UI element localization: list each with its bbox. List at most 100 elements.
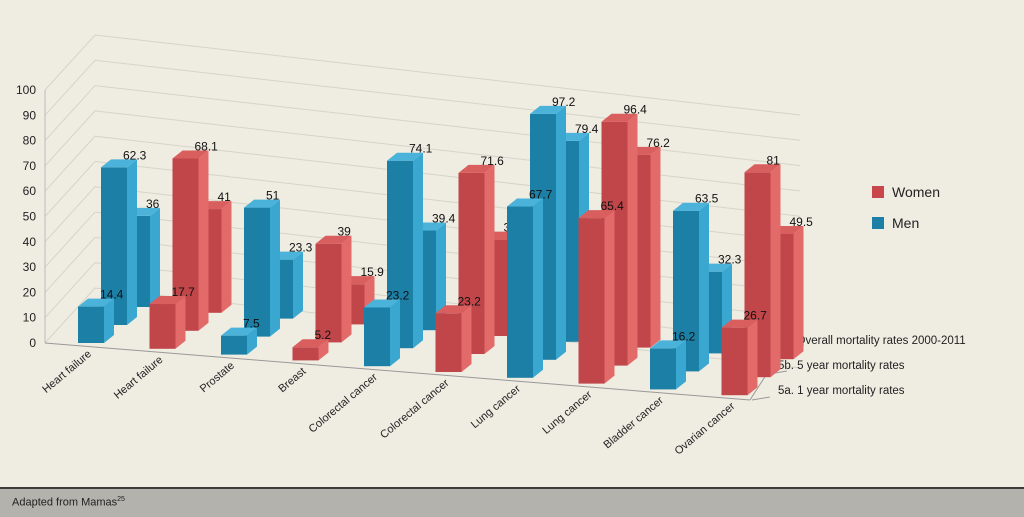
bar-front (244, 207, 270, 337)
bar-side (770, 164, 781, 378)
bar-top (149, 296, 186, 305)
y-tick-label: 80 (23, 134, 37, 148)
bar-side (318, 339, 329, 361)
bar-front (315, 243, 342, 343)
data-label: 41 (218, 190, 232, 204)
data-label: 32.3 (718, 253, 742, 267)
bar-top (744, 164, 781, 173)
gridline (44, 34, 801, 116)
y-tick-label: 20 (23, 285, 37, 299)
bar-side (484, 164, 495, 354)
category-label: Heart failure (112, 354, 166, 402)
bar-top (387, 152, 423, 161)
data-label: 17.7 (172, 285, 196, 299)
bar-side (175, 296, 186, 349)
bar-top (244, 199, 280, 208)
category-label: Prostate (198, 360, 237, 396)
data-label: 23.2 (458, 294, 482, 308)
category-label: Ovarian cancer (673, 400, 738, 457)
bar-side (127, 159, 137, 325)
bar-side (533, 198, 543, 378)
bar-top (458, 164, 495, 173)
bar-side (793, 225, 804, 360)
data-label: 14.4 (100, 288, 124, 302)
bar-top (673, 202, 709, 211)
y-tick-label: 40 (23, 235, 37, 249)
bar-side (650, 146, 661, 348)
data-label: 97.2 (552, 95, 576, 109)
bar-top (530, 105, 566, 114)
bar-side (627, 113, 638, 366)
bar-top (435, 305, 472, 314)
3d-bar-chart: 0 10 20 30 40 50 60 70 80 90 100 5a. 1 year mortali… (16, 34, 966, 457)
data-label: 5.2 (315, 328, 332, 342)
data-label: 15.9 (361, 265, 385, 279)
bar-side (293, 251, 303, 319)
category-label: Colorectal cancer (378, 377, 452, 441)
data-label: 16.2 (672, 329, 696, 343)
y-tick-label: 30 (23, 260, 37, 274)
bar-top (721, 319, 758, 328)
y-tick-label: 100 (16, 83, 36, 97)
legend-women: Women (872, 184, 940, 200)
bar-side (150, 207, 160, 307)
legend: Women Men (872, 184, 940, 246)
y-tick-label: 10 (23, 311, 37, 325)
data-label: 51 (266, 189, 280, 203)
bar-front (221, 335, 247, 355)
bar-front (721, 327, 748, 396)
bar-front (78, 306, 104, 343)
bar-top (364, 299, 400, 308)
data-label: 67.7 (529, 188, 553, 202)
bar-side (104, 298, 114, 343)
bar-side (436, 222, 446, 331)
bar-front (435, 313, 462, 372)
bar-side (221, 201, 232, 313)
bar-side (604, 210, 615, 384)
data-label: 62.3 (123, 148, 147, 162)
series-label: 5c. Overall mortality rates 2000-2011 (778, 335, 966, 347)
bar-front (578, 218, 605, 384)
y-tick-label: 50 (23, 210, 37, 224)
data-label: 68.1 (195, 140, 219, 154)
bar-front (292, 347, 319, 361)
data-label: 39.4 (432, 212, 456, 226)
bar-side (699, 202, 709, 372)
bar-top (101, 159, 137, 168)
data-label: 81 (767, 153, 781, 167)
data-label: 71.6 (481, 154, 505, 168)
data-label: 96.4 (624, 103, 648, 117)
data-label: 23.3 (289, 241, 313, 255)
data-label: 74.1 (409, 142, 433, 156)
data-label: 49.5 (790, 215, 814, 229)
bar-side (461, 305, 472, 372)
depth-tick (751, 396, 771, 401)
bar-top (172, 150, 209, 159)
bar-side (747, 319, 758, 396)
bar-side (270, 199, 280, 337)
bar-side (413, 152, 423, 349)
bar-front (364, 307, 390, 367)
bar-top (650, 340, 686, 349)
data-label: 65.4 (601, 199, 625, 213)
series-label: 5a. 1 year mortality rates (778, 385, 905, 397)
footer: Adapted from Mamas25 (0, 487, 1024, 517)
category-label: Heart failure (40, 348, 94, 396)
bar-front (650, 348, 676, 390)
y-tick-label: 0 (29, 336, 36, 350)
legend-men-swatch (872, 217, 884, 229)
bar-side (676, 340, 686, 390)
bar-top (315, 235, 352, 244)
category-label: Lung cancer (469, 383, 523, 431)
bar-top (221, 327, 257, 336)
bar-side (198, 150, 209, 331)
data-label: 63.5 (695, 192, 719, 206)
category-label: Breast (276, 366, 308, 396)
data-label: 26.7 (744, 309, 768, 323)
data-label: 39 (338, 225, 352, 239)
data-label: 79.4 (575, 122, 599, 136)
data-label: 7.5 (243, 317, 260, 331)
y-tick-label: 60 (23, 184, 37, 198)
data-label: 36 (146, 197, 160, 211)
legend-women-swatch (872, 186, 884, 198)
